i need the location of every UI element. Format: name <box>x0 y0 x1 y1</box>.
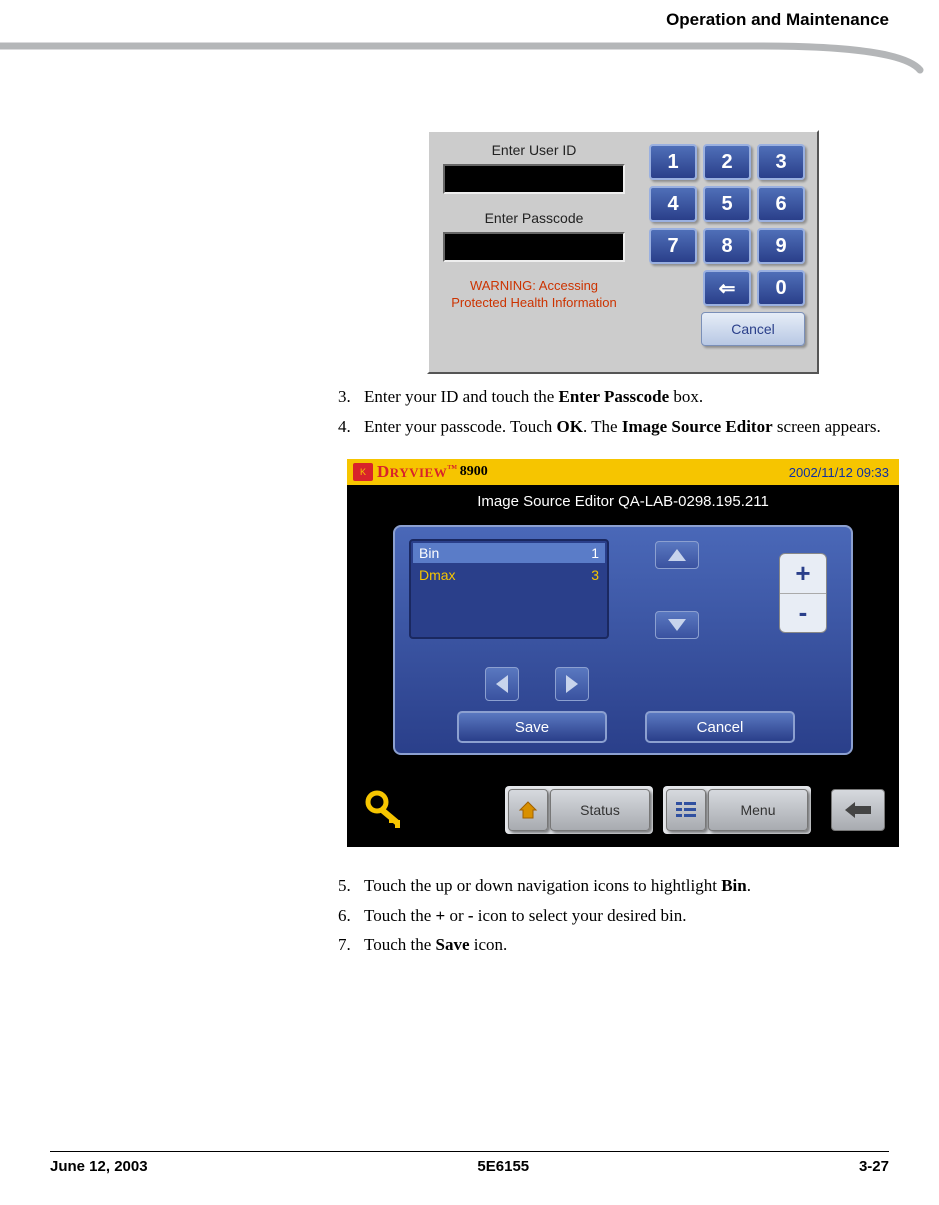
user-id-input[interactable] <box>443 164 625 194</box>
cancel-button[interactable]: Cancel <box>701 312 805 346</box>
nav-down-button[interactable] <box>655 611 699 639</box>
key-icon <box>365 790 409 830</box>
chevron-up-icon <box>668 549 686 561</box>
nav-right-button[interactable] <box>555 667 589 701</box>
status-button[interactable]: Status <box>550 789 650 831</box>
key-backspace[interactable]: ⇐ <box>703 270 751 306</box>
back-button[interactable] <box>831 789 885 831</box>
menu-icon <box>676 802 696 818</box>
save-button[interactable]: Save <box>457 711 607 743</box>
header-swoosh <box>0 40 939 80</box>
kodak-logo-icon: K <box>353 463 373 481</box>
page-header: Operation and Maintenance <box>666 10 889 30</box>
key-4[interactable]: 4 <box>649 186 697 222</box>
home-icon <box>518 800 538 820</box>
chevron-down-icon <box>668 619 686 631</box>
row-dmax[interactable]: Dmax3 <box>419 565 599 585</box>
step-5: 5. Touch the up or down navigation icons… <box>338 873 908 899</box>
nav-left-button[interactable] <box>485 667 519 701</box>
step-3: 3. Enter your ID and touch the Enter Pas… <box>338 384 908 410</box>
key-1[interactable]: 1 <box>649 144 697 180</box>
numeric-keypad: 1 2 3 4 5 6 7 8 9 ⇐ 0 Cancel <box>633 144 805 352</box>
page-footer: June 12, 2003 5E6155 3-27 <box>50 1151 889 1175</box>
cancel-button[interactable]: Cancel <box>645 711 795 743</box>
step-7: 7. Touch the Save icon. <box>338 932 908 958</box>
warning-text: WARNING: Accessing Protected Health Info… <box>439 278 629 312</box>
menu-button[interactable]: Menu <box>708 789 808 831</box>
plus-button[interactable]: + <box>780 554 826 593</box>
passcode-input[interactable] <box>443 232 625 262</box>
row-bin[interactable]: Bin1 <box>413 543 605 563</box>
key-5[interactable]: 5 <box>703 186 751 222</box>
back-arrow-icon <box>845 802 871 818</box>
key-2[interactable]: 2 <box>703 144 751 180</box>
step-6: 6. Touch the + or - icon to select your … <box>338 903 908 929</box>
key-0[interactable]: 0 <box>757 270 805 306</box>
parameter-list[interactable]: Bin1 Dmax3 <box>409 539 609 639</box>
footer-pagenum: 3-27 <box>859 1158 889 1175</box>
editor-title: Image Source Editor QA-LAB-0298.195.211 <box>347 485 899 510</box>
key-8[interactable]: 8 <box>703 228 751 264</box>
timestamp: 2002/11/12 09:33 <box>789 465 889 480</box>
user-id-label: Enter User ID <box>439 142 629 158</box>
home-button[interactable] <box>508 789 548 831</box>
chevron-left-icon <box>496 675 508 693</box>
footer-date: June 12, 2003 <box>50 1158 148 1175</box>
minus-button[interactable]: - <box>780 593 826 633</box>
login-panel: Enter User ID Enter Passcode WARNING: Ac… <box>427 130 819 374</box>
bottom-toolbar: Status Menu <box>347 783 899 837</box>
key-3[interactable]: 3 <box>757 144 805 180</box>
nav-up-button[interactable] <box>655 541 699 569</box>
key-9[interactable]: 9 <box>757 228 805 264</box>
step-4: 4. Enter your passcode. Touch OK. The Im… <box>338 414 908 440</box>
plus-minus-control: + - <box>779 553 827 633</box>
image-source-editor: K DRYVIEW™ 8900 2002/11/12 09:33 Image S… <box>347 459 899 847</box>
passcode-label: Enter Passcode <box>439 210 629 226</box>
menu-icon-button[interactable] <box>666 789 706 831</box>
chevron-right-icon <box>566 675 578 693</box>
key-7[interactable]: 7 <box>649 228 697 264</box>
footer-docnum: 5E6155 <box>477 1158 529 1175</box>
editor-blue-panel: Bin1 Dmax3 + - Save <box>393 525 853 755</box>
editor-titlebar: K DRYVIEW™ 8900 2002/11/12 09:33 <box>347 459 899 485</box>
key-6[interactable]: 6 <box>757 186 805 222</box>
